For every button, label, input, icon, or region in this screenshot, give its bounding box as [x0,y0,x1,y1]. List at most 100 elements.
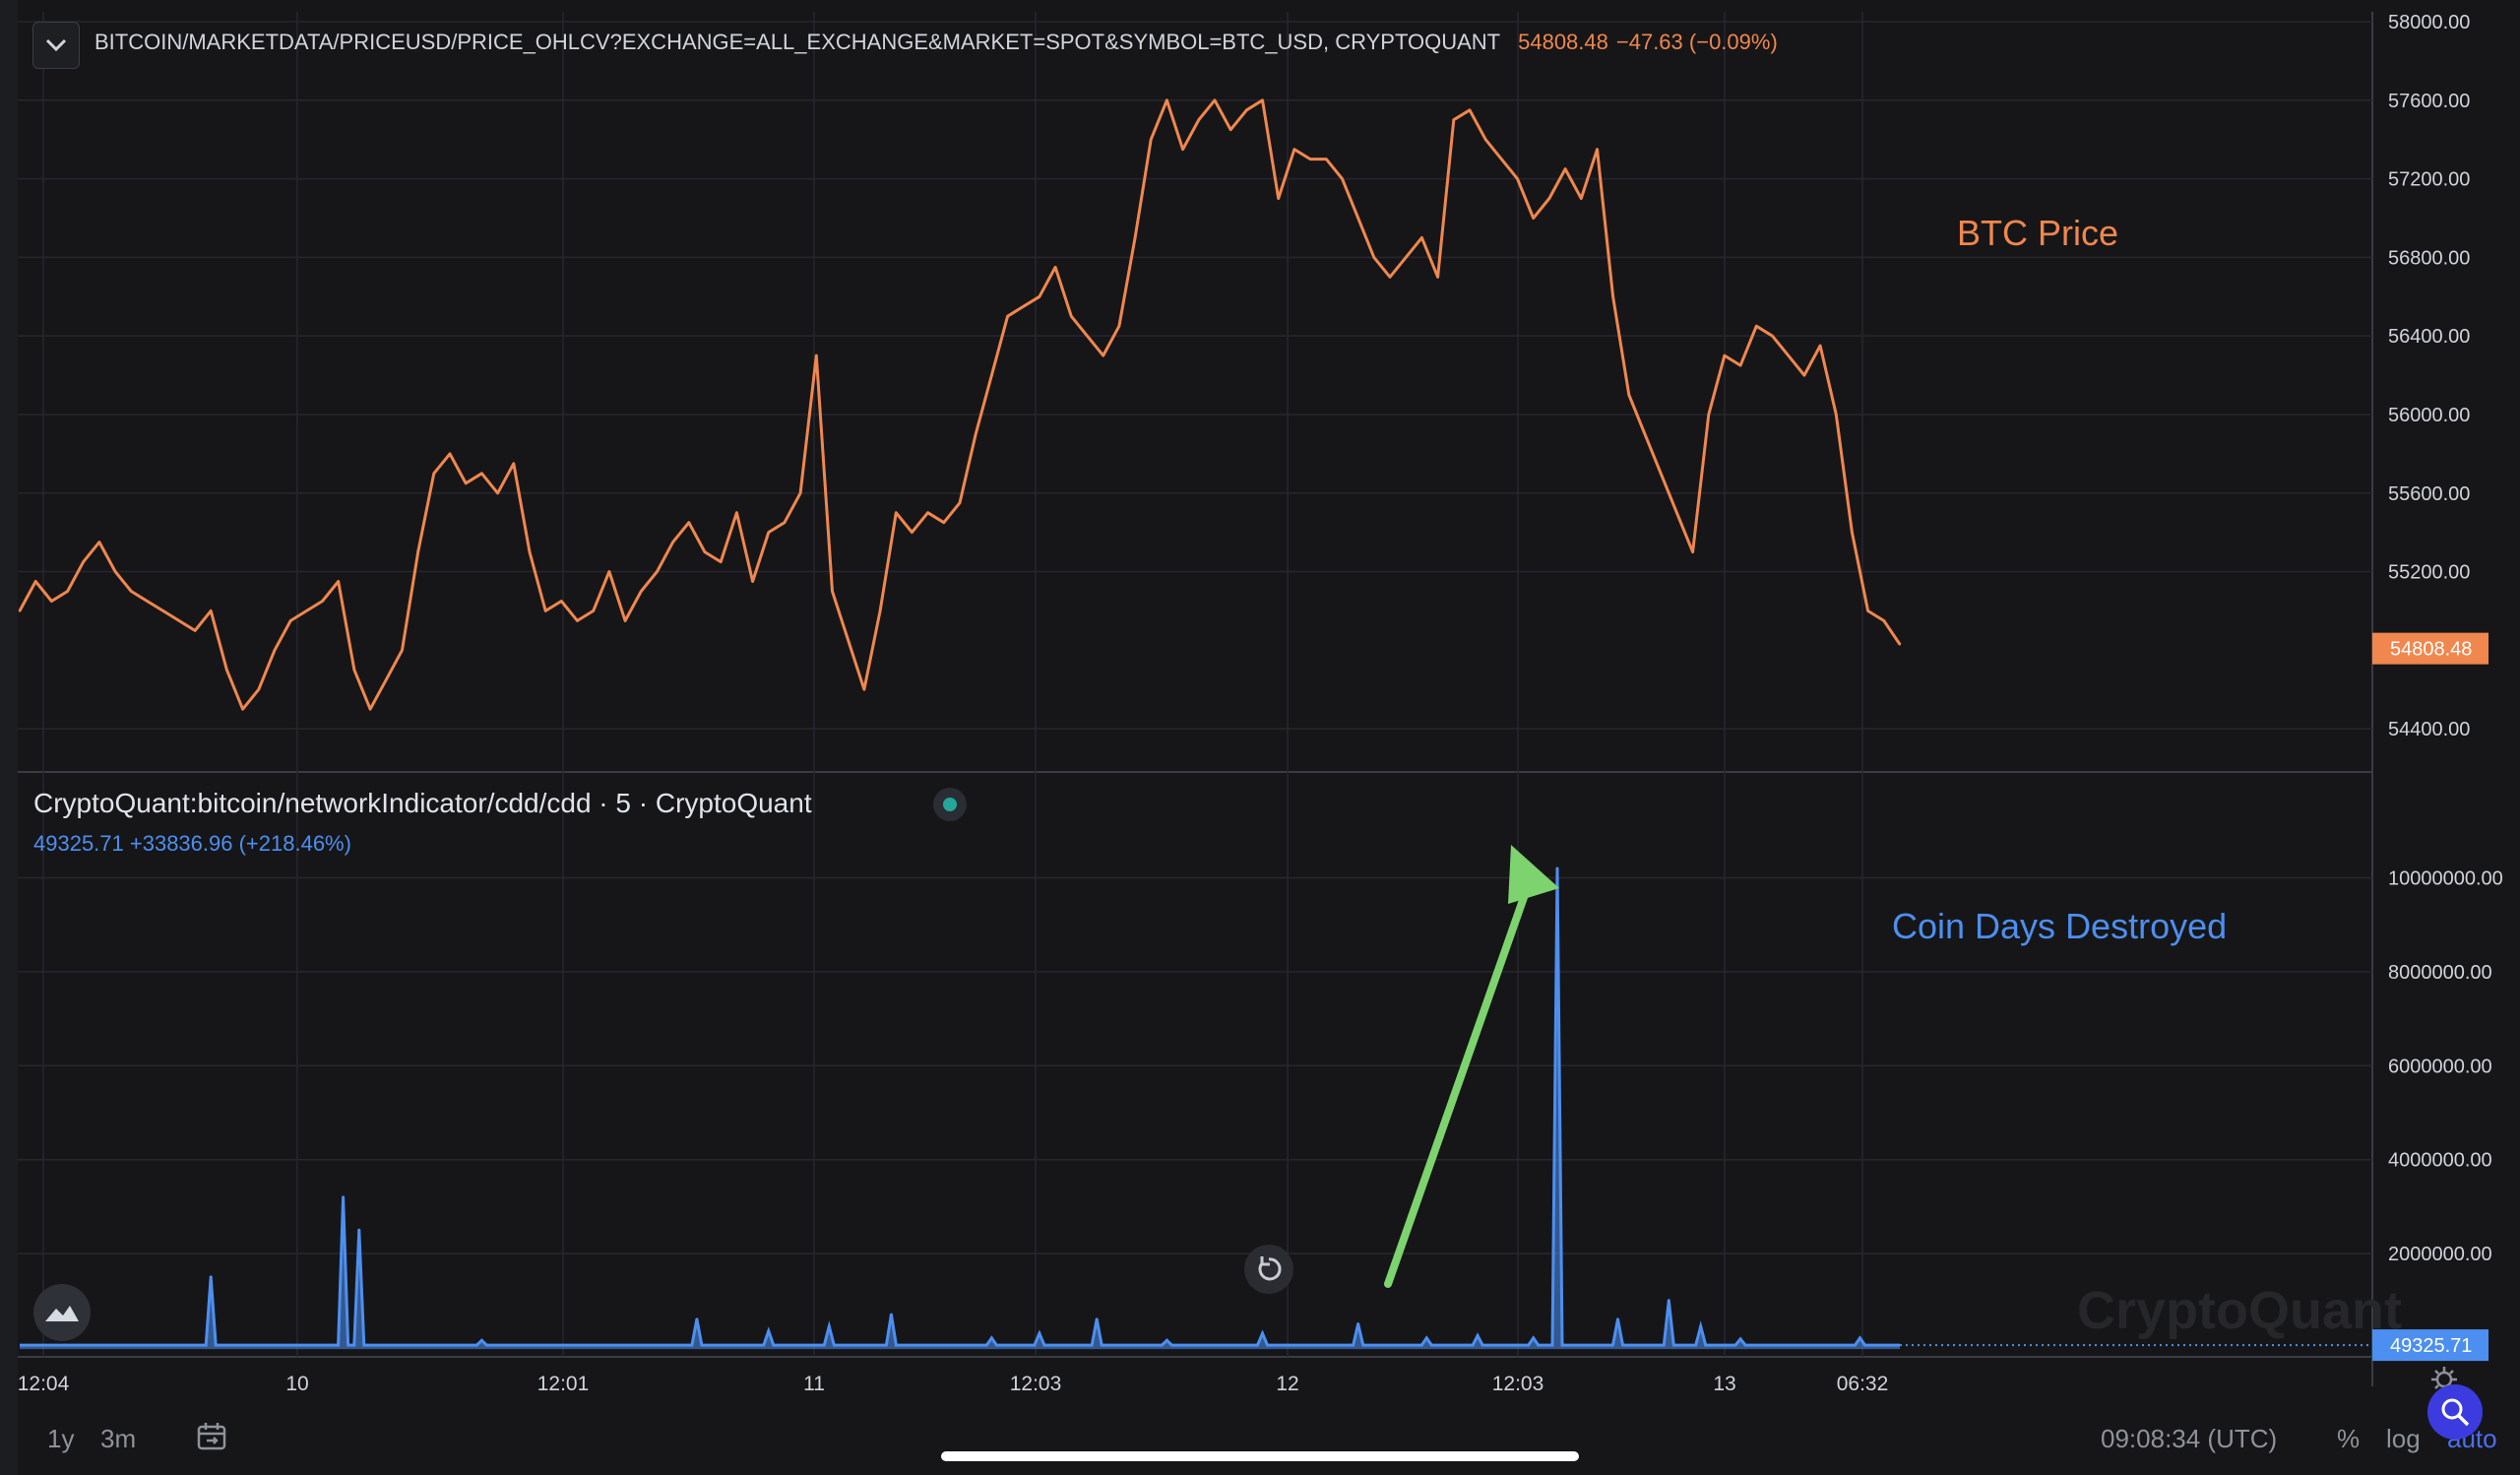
btc-price-point [815,353,818,357]
btc-price-point [241,707,244,711]
btc-price-point [1866,609,1869,612]
btc-price-point [895,511,898,514]
btc-price-point [1691,550,1694,553]
cdd-spike-point [1356,1322,1360,1326]
btc-price-point [1292,148,1296,151]
btc-price-point [623,619,627,622]
cdd-spike-point [1555,866,1559,870]
utc-clock[interactable]: 09:08:34 (UTC) [2101,1424,2278,1453]
btc-price-point [1596,148,1599,151]
range-3m-button[interactable]: 3m [100,1424,137,1453]
btc-price-point [1356,217,1359,220]
cdd-spike-point [479,1338,483,1342]
range-1y-button[interactable]: 1y [47,1424,75,1453]
x-tick-label: 12:01 [537,1373,590,1395]
grid-lines [0,0,2373,1475]
chevron-down-icon [45,38,67,52]
cdd-spike-point [1667,1299,1670,1303]
reset-chart-button[interactable] [1244,1245,1293,1294]
btc-price-point [1022,305,1025,308]
indicator-value: 49325.71 +33836.96 (+218.46%) [33,831,351,856]
x-tick-label: 12:03 [1010,1373,1062,1395]
btc-price-point [767,531,770,534]
btc-price-point [1405,256,1408,259]
x-tick-label: 12:04 [18,1373,70,1395]
price-y-tick-label: 54400.00 [2388,719,2470,740]
collapse-button[interactable] [32,22,80,69]
search-button[interactable] [2427,1384,2483,1440]
cdd-spike-point [1616,1317,1619,1321]
btc-price-point [225,669,228,672]
price-y-tick-label: 56000.00 [2388,405,2470,426]
cdd-spike-point [1738,1337,1742,1341]
btc-price-point [1070,315,1073,318]
cdd-spike-point [342,1195,346,1199]
btc-price-point [926,511,929,514]
axes: 12:04 10 12:01 11 12:03 12 12:03 13 06:32 58000.0… [18,12,2503,1395]
cdd-last-value-label: 49325.71 [2390,1335,2472,1357]
indicator-title[interactable]: CryptoQuant:bitcoin/networkIndicator/cdd… [33,788,812,818]
btc-price-point [66,590,69,593]
rotate-icon [1258,1256,1282,1281]
date-range-button[interactable] [195,1420,228,1458]
annotation-arrow [1384,845,1559,1288]
btc-price-point [1086,334,1089,338]
indicator-status-dot[interactable] [933,788,967,821]
btc-price-point [1787,353,1790,357]
btc-price-point [257,688,260,691]
btc-price-point [990,373,993,377]
cdd-spike-point [827,1324,831,1328]
cryptoquant-logo-button[interactable] [33,1284,91,1341]
left-edge [0,0,18,1475]
btc-price-point [1277,197,1280,200]
btc-price-point [1723,353,1727,357]
btc-price-point [1755,324,1758,328]
btc-price-point [401,649,404,652]
btc-price-point [798,491,802,494]
percent-toggle[interactable]: % [2337,1424,2361,1453]
btc-price-point [1341,177,1344,180]
btc-price-point [352,669,356,672]
log-toggle[interactable]: log [2386,1424,2421,1453]
btc-price-point [1372,256,1376,259]
btc-price-point [607,570,611,573]
cdd-last-value-marker [2372,1329,2488,1362]
btc-price-point [1197,118,1200,121]
btc-price-point [50,600,53,603]
btc-price-point [416,550,419,553]
btc-price-point [1882,619,1886,622]
cdd-spike-point [1261,1331,1265,1335]
price-y-tick-label: 56400.00 [2388,326,2470,348]
btc-price-point [1452,118,1455,121]
btc-price-point [1436,276,1439,279]
btc-price-point [1038,295,1041,298]
cdd-series [20,866,2372,1350]
btc-price-point [480,472,483,476]
btc-price-point [97,541,101,544]
last-price-marker [2372,632,2488,665]
cdd-spike-point [889,1313,893,1316]
cdd-y-tick-label: 2000000.00 [2388,1244,2492,1265]
btc-price-point [560,600,563,603]
btc-price-point [847,639,850,642]
last-price: 54808.48 [1518,30,1608,54]
x-tick-label: 13 [1713,1373,1735,1395]
cdd-y-tick-label: 6000000.00 [2388,1056,2492,1077]
cdd-spike-point [1424,1336,1428,1340]
cdd-area-fill [20,868,1900,1350]
cdd-spike-point [1095,1317,1099,1321]
btc-price-point [1707,413,1710,417]
last-price-marker-label: 54808.48 [2390,639,2472,661]
cdd-label: Coin Days Destroyed [1892,906,2228,946]
btc-price-point [130,590,133,593]
btc-price-point [1627,393,1631,397]
cdd-y-tick-label: 4000000.00 [2388,1150,2492,1172]
btc-price-point [33,580,37,583]
btc-price-point [720,560,723,563]
btc-price-point [1532,217,1535,220]
btc-price-point [735,511,738,514]
btc-price-point [1117,324,1121,328]
btc-price-point [1388,276,1392,279]
btc-price-point [1898,643,1902,646]
